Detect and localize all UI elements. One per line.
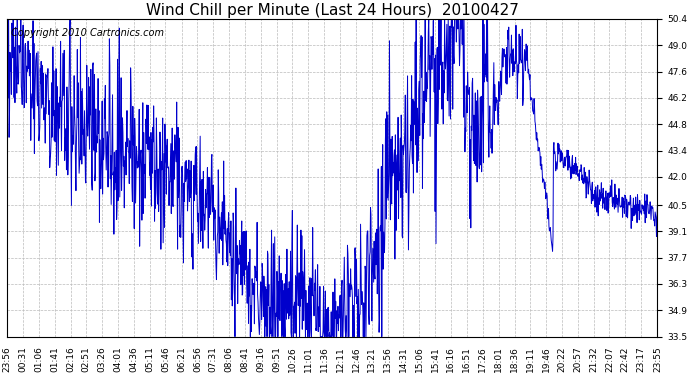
Text: Copyright 2010 Cartronics.com: Copyright 2010 Cartronics.com	[10, 28, 164, 39]
Title: Wind Chill per Minute (Last 24 Hours)  20100427: Wind Chill per Minute (Last 24 Hours) 20…	[146, 3, 519, 18]
